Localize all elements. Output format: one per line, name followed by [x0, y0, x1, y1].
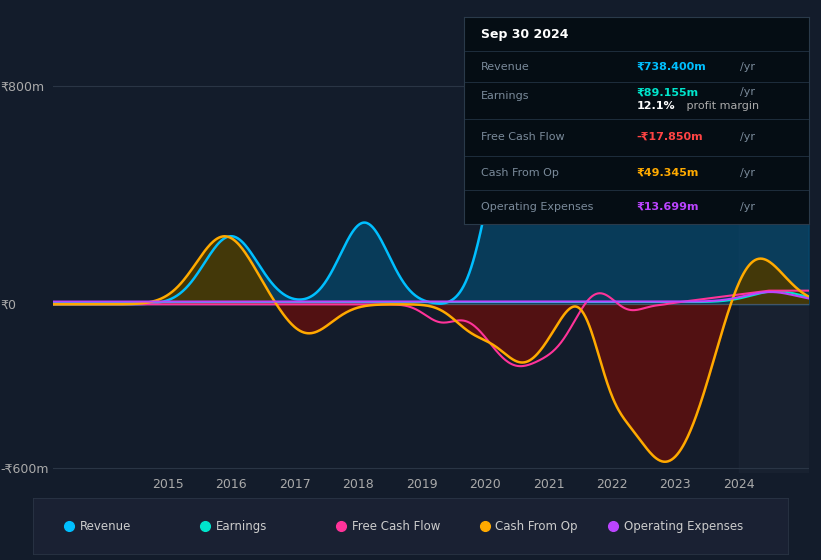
Text: /yr: /yr [740, 202, 754, 212]
Text: ₹738.400m: ₹738.400m [636, 62, 706, 72]
Text: /yr: /yr [740, 62, 754, 72]
Text: /yr: /yr [740, 132, 754, 142]
Text: Earnings: Earnings [216, 520, 267, 533]
Text: Operating Expenses: Operating Expenses [623, 520, 743, 533]
Text: Sep 30 2024: Sep 30 2024 [481, 28, 569, 41]
Text: ₹49.345m: ₹49.345m [636, 167, 699, 178]
Text: Earnings: Earnings [481, 91, 530, 101]
Text: Free Cash Flow: Free Cash Flow [481, 132, 565, 142]
Text: Cash From Op: Cash From Op [481, 167, 559, 178]
Text: profit margin: profit margin [683, 101, 759, 111]
Text: Free Cash Flow: Free Cash Flow [351, 520, 440, 533]
Text: /yr: /yr [740, 167, 754, 178]
Text: Revenue: Revenue [80, 520, 131, 533]
Text: /yr: /yr [740, 87, 754, 97]
Text: Cash From Op: Cash From Op [495, 520, 578, 533]
Text: ₹13.699m: ₹13.699m [636, 202, 699, 212]
Text: -₹17.850m: -₹17.850m [636, 132, 703, 142]
Text: ₹89.155m: ₹89.155m [636, 87, 699, 97]
Text: 12.1%: 12.1% [636, 101, 675, 111]
Bar [739, 70, 809, 473]
Text: Revenue: Revenue [481, 62, 530, 72]
Text: Operating Expenses: Operating Expenses [481, 202, 594, 212]
